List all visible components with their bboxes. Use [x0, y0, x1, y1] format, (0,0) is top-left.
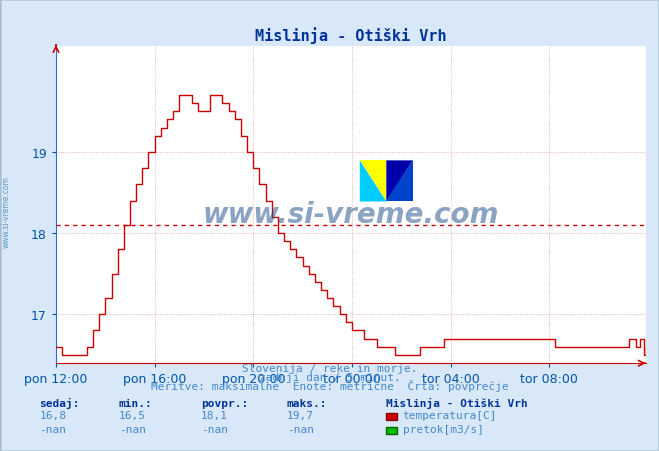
Text: Mislinja - Otiški Vrh: Mislinja - Otiški Vrh — [386, 397, 527, 408]
Text: 18,1: 18,1 — [201, 410, 228, 420]
Polygon shape — [360, 161, 386, 202]
Polygon shape — [386, 161, 413, 202]
Text: maks.:: maks.: — [287, 398, 327, 408]
Text: www.si-vreme.com: www.si-vreme.com — [203, 201, 499, 229]
Text: zadnji dan / 5 minut.: zadnji dan / 5 minut. — [258, 372, 401, 382]
Text: min.:: min.: — [119, 398, 152, 408]
Text: Slovenija / reke in morje.: Slovenija / reke in morje. — [242, 363, 417, 373]
Title: Mislinja - Otiški Vrh: Mislinja - Otiški Vrh — [255, 27, 447, 43]
Text: temperatura[C]: temperatura[C] — [403, 410, 497, 420]
Text: sedaj:: sedaj: — [40, 397, 80, 408]
Text: 16,8: 16,8 — [40, 410, 67, 420]
Text: 19,7: 19,7 — [287, 410, 314, 420]
Polygon shape — [360, 161, 386, 202]
Polygon shape — [386, 161, 413, 202]
Text: pretok[m3/s]: pretok[m3/s] — [403, 424, 484, 434]
Text: -nan: -nan — [287, 424, 314, 434]
Text: -nan: -nan — [119, 424, 146, 434]
Text: www.si-vreme.com: www.si-vreme.com — [2, 176, 11, 248]
Text: -nan: -nan — [40, 424, 67, 434]
Text: povpr.:: povpr.: — [201, 398, 248, 408]
Text: -nan: -nan — [201, 424, 228, 434]
Text: Meritve: maksimalne  Enote: metrične  Črta: povprečje: Meritve: maksimalne Enote: metrične Črta… — [151, 379, 508, 391]
Text: 16,5: 16,5 — [119, 410, 146, 420]
